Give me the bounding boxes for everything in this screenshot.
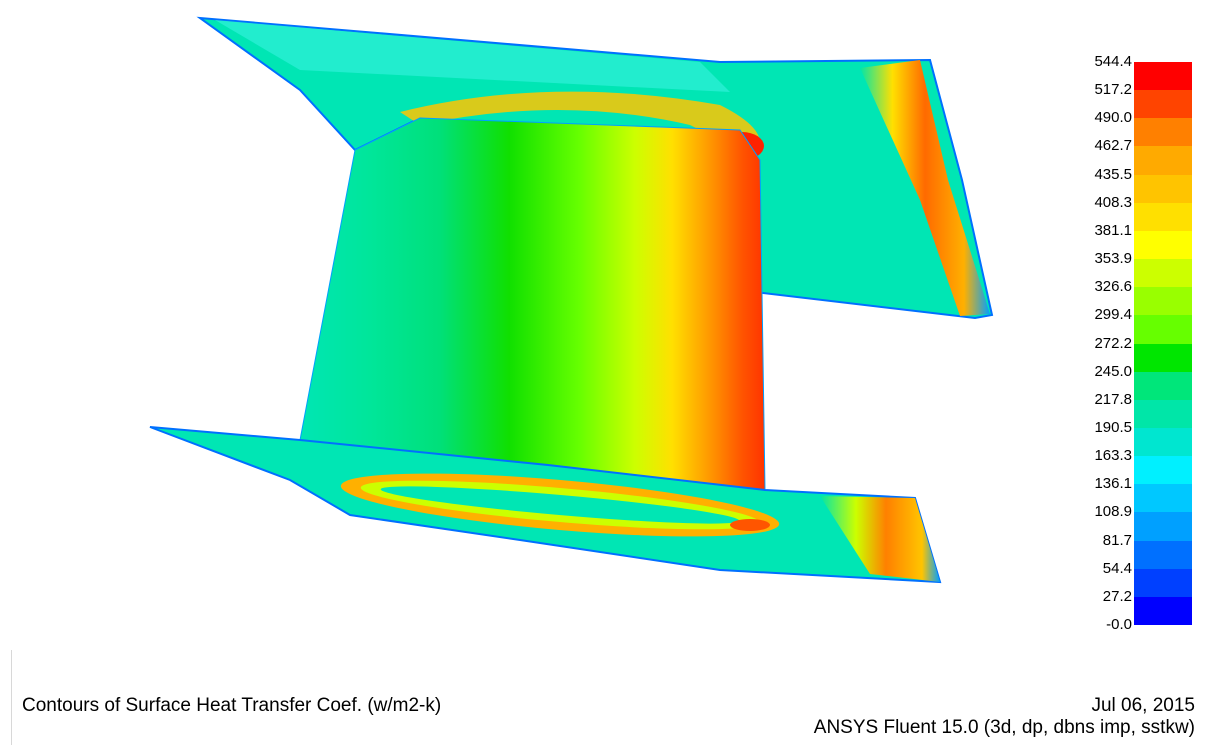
colorbar-swatch	[1134, 202, 1192, 232]
top-endwall-lightband	[215, 20, 730, 92]
top-endwall	[196, 16, 994, 320]
colorbar-swatch	[1134, 259, 1192, 288]
colorbar-label: 217.8	[1094, 390, 1132, 408]
colorbar-swatch	[1134, 230, 1192, 260]
software-version: ANSYS Fluent 15.0 (3d, dp, dbns imp, sst…	[813, 717, 1195, 738]
bottom-ring-hot	[730, 519, 770, 531]
contour-plot	[149, 16, 994, 584]
colorbar-swatch	[1134, 343, 1192, 373]
colorbar-label: 27.2	[1102, 587, 1132, 605]
bottom-endwall-hot-strip	[820, 496, 940, 582]
colorbar-swatch	[1134, 399, 1192, 429]
colorbar-swatch	[1134, 146, 1192, 176]
colorbar-label: 381.1	[1094, 221, 1132, 239]
colorbar-label: 544.4	[1094, 53, 1132, 70]
colorbar-swatch	[1134, 512, 1192, 542]
colorbar-swatch	[1134, 484, 1192, 513]
colorbar-label: 108.9	[1094, 503, 1132, 521]
colorbar-swatch	[1134, 118, 1192, 147]
colorbar-swatch	[1134, 287, 1192, 316]
plot-date: Jul 06, 2015	[1091, 695, 1195, 716]
colorbar-swatch	[1134, 174, 1192, 204]
plot-caption: Contours of Surface Heat Transfer Coef. …	[22, 695, 442, 716]
colorbar-swatch	[1134, 371, 1192, 401]
colorbar-swatch	[1134, 62, 1192, 91]
colorbar-label: 490.0	[1094, 109, 1132, 127]
colorbar-swatch	[1134, 315, 1192, 344]
bottom-ring-inner	[380, 486, 740, 524]
colorbar-label: 136.1	[1094, 475, 1132, 493]
colorbar-label: 163.3	[1094, 447, 1132, 465]
colorbar-labels: 544.4 517.2 490.0 462.7 435.5 408.3 381.1 353.9…	[1080, 0, 1132, 640]
colorbar-label: 326.6	[1094, 278, 1132, 296]
colorbar-label: 517.2	[1094, 81, 1132, 99]
colorbar-swatch	[1134, 427, 1192, 457]
graphics-viewport[interactable]	[0, 0, 1209, 640]
colorbar-swatch	[1134, 568, 1192, 598]
colorbar-label: 272.2	[1094, 334, 1132, 352]
colorbar-swatch	[1134, 540, 1192, 570]
colorbar-swatch	[1134, 596, 1192, 626]
footer-divider	[11, 650, 12, 745]
colorbar-label: 353.9	[1094, 250, 1132, 268]
top-endwall-hot-strip	[860, 60, 990, 316]
colorbar-label: 190.5	[1094, 418, 1132, 436]
colorbar-label: 462.7	[1094, 137, 1132, 155]
blade-surface	[299, 117, 766, 491]
colorbar-label: 81.7	[1102, 531, 1132, 549]
colorbar-swatch	[1134, 456, 1192, 485]
colorbar-label: 435.5	[1094, 165, 1132, 183]
colorbar	[1134, 62, 1194, 626]
top-endwall-hotspot	[400, 91, 760, 160]
colorbar-label: 299.4	[1094, 306, 1132, 324]
colorbar-label: 408.3	[1094, 193, 1132, 211]
colorbar-label: -0.0	[1106, 616, 1132, 633]
colorbar-label: 54.4	[1102, 559, 1132, 577]
colorbar-label: 245.0	[1094, 362, 1132, 380]
colorbar-swatch	[1134, 90, 1192, 119]
